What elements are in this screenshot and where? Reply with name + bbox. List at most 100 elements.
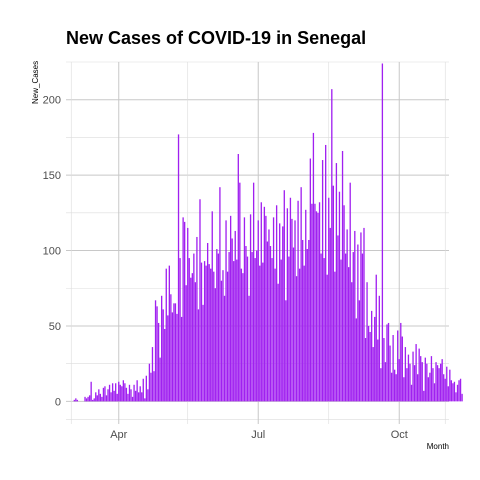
bar — [116, 393, 118, 402]
bar — [452, 383, 454, 402]
bar — [85, 398, 88, 402]
bar — [306, 249, 308, 402]
bar — [144, 398, 146, 402]
bar — [90, 381, 92, 402]
bar — [216, 249, 218, 402]
bar — [449, 369, 451, 402]
bar — [226, 271, 229, 402]
bar — [421, 362, 423, 402]
bar — [409, 363, 411, 402]
bar — [439, 363, 442, 402]
bar — [187, 227, 189, 402]
bar — [392, 335, 394, 402]
bar — [344, 253, 347, 402]
bar — [124, 383, 126, 402]
x-tick-label: Jul — [251, 429, 265, 441]
bar — [375, 274, 377, 402]
bar — [424, 357, 426, 402]
bar — [320, 253, 322, 402]
bar — [92, 399, 94, 402]
x-tick-label: Oct — [391, 429, 408, 441]
bar — [95, 392, 97, 402]
bar — [133, 384, 135, 402]
bar — [338, 191, 341, 402]
bar — [174, 303, 177, 402]
bar — [279, 223, 281, 402]
bar — [113, 390, 115, 402]
bar — [370, 310, 373, 402]
y-tick-label: 100 — [43, 246, 61, 258]
bar — [128, 384, 131, 402]
bar — [343, 205, 345, 402]
bar — [406, 368, 408, 402]
bar — [303, 265, 305, 402]
bar — [200, 262, 203, 402]
x-tick-label: Apr — [110, 429, 127, 441]
bar — [387, 322, 390, 402]
bar — [151, 347, 154, 402]
bar — [193, 253, 195, 402]
bar — [125, 387, 128, 402]
bar — [341, 150, 344, 402]
bar — [245, 246, 247, 402]
bar — [361, 253, 364, 402]
bar — [363, 227, 365, 402]
bar — [246, 256, 249, 402]
bar — [446, 366, 448, 402]
bar — [229, 215, 232, 402]
bar — [236, 259, 238, 402]
bar — [292, 247, 295, 402]
bar — [217, 253, 220, 402]
bar — [104, 386, 106, 402]
bar — [260, 202, 262, 402]
bar — [331, 89, 333, 402]
bar — [416, 374, 419, 402]
bar — [458, 380, 460, 402]
bar — [415, 344, 417, 402]
bar — [167, 315, 169, 402]
bar — [432, 368, 434, 402]
bar — [165, 268, 167, 402]
bar — [435, 362, 437, 402]
bar — [88, 395, 91, 402]
bar — [105, 395, 108, 402]
bar — [220, 280, 223, 402]
bar — [179, 258, 181, 402]
y-tick-label: 150 — [43, 170, 61, 182]
bar — [453, 381, 456, 402]
bar — [134, 390, 137, 402]
bar — [397, 330, 399, 402]
bar — [335, 163, 338, 402]
bar — [93, 398, 95, 402]
bar — [302, 239, 304, 402]
bar — [455, 392, 457, 402]
bar — [349, 182, 351, 402]
bar — [436, 365, 439, 402]
bar — [398, 359, 400, 402]
bar — [142, 378, 144, 402]
bar — [197, 309, 200, 402]
bar — [249, 214, 252, 402]
bar — [441, 359, 443, 402]
bar — [223, 295, 226, 402]
bar — [101, 396, 103, 402]
bar — [84, 396, 86, 402]
bar — [153, 371, 155, 402]
bar — [459, 378, 462, 402]
bar — [219, 187, 221, 402]
bar — [346, 229, 348, 402]
bar — [182, 217, 184, 402]
bar — [159, 357, 161, 402]
bar — [456, 384, 459, 402]
bar — [102, 387, 105, 402]
bar — [423, 390, 425, 402]
bar — [285, 300, 287, 402]
bar — [243, 217, 246, 402]
bar — [208, 264, 210, 402]
bar — [340, 259, 342, 402]
bar — [390, 372, 393, 402]
bar — [162, 309, 164, 402]
bar — [237, 154, 239, 402]
bar — [127, 393, 129, 402]
bar — [199, 199, 201, 402]
